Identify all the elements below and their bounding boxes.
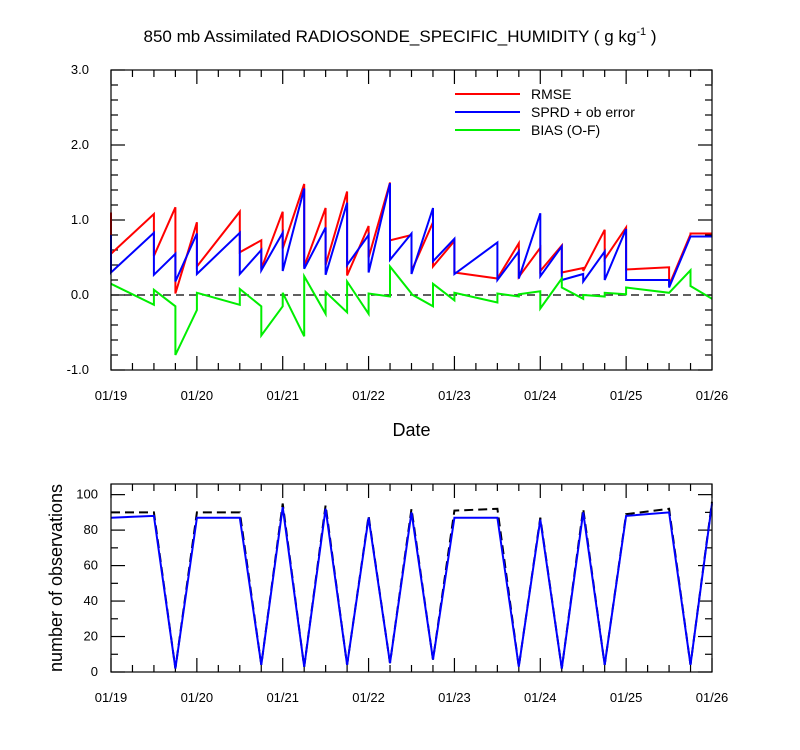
top-tick-labels: 01/19 01/20 01/21 01/22 01/23 01/24 01/25 01/26…	[67, 62, 729, 403]
x-tick-label: 01/25	[610, 690, 643, 705]
bottom-series-lines	[110, 501, 713, 669]
y-tick-label: 20	[84, 629, 98, 644]
x-tick-label: 01/26	[696, 690, 729, 705]
bottom-panel: 01/19 01/20 01/21 01/22 01/23 01/24 01/25 01/26…	[46, 483, 728, 705]
legend-label: SPRD + ob error	[531, 104, 635, 120]
series-line-assimilated-observations	[110, 503, 713, 669]
y-tick-label: 40	[84, 593, 98, 608]
y-tick-label: 1.0	[71, 212, 89, 227]
bottom-plot-frame	[110, 483, 713, 673]
chart-title: 850 mb Assimilated RADIOSONDE_SPECIFIC_H…	[144, 26, 657, 46]
x-tick-label: 01/23	[438, 690, 471, 705]
y-tick-label: 100	[76, 487, 98, 502]
x-tick-label: 01/24	[524, 690, 557, 705]
legend: RMSE SPRD + ob error BIAS (O-F)	[455, 86, 635, 138]
x-tick-label: 01/21	[266, 388, 299, 403]
x-tick-label: 01/25	[610, 388, 643, 403]
y-tick-label: 0	[91, 664, 98, 679]
top-series-lines	[110, 182, 713, 356]
x-tick-label: 01/20	[181, 690, 214, 705]
x-tick-label: 01/19	[95, 690, 128, 705]
series-line-sprd-ob-error	[110, 182, 712, 288]
x-tick-label: 01/22	[352, 690, 385, 705]
legend-label: BIAS (O-F)	[531, 122, 600, 138]
y-tick-label: 0.0	[71, 287, 89, 302]
y-axis-title: number of observations	[46, 484, 66, 672]
x-tick-label: 01/21	[266, 690, 299, 705]
top-panel: 01/19 01/20 01/21 01/22 01/23 01/24 01/25 01/26…	[67, 62, 729, 440]
legend-label: RMSE	[531, 86, 571, 102]
x-tick-label: 01/22	[352, 388, 385, 403]
x-tick-label: 01/20	[181, 388, 214, 403]
x-tick-label: 01/24	[524, 388, 557, 403]
y-tick-label: 2.0	[71, 137, 89, 152]
series-line-possible-observations	[111, 501, 713, 669]
bottom-panel-ticks	[110, 484, 713, 673]
x-axis-title: Date	[392, 420, 430, 440]
y-tick-label: 60	[84, 558, 98, 573]
x-tick-label: 01/23	[438, 388, 471, 403]
series-line-bias-o-f	[110, 263, 713, 356]
bottom-tick-labels: 01/19 01/20 01/21 01/22 01/23 01/24 01/25 01/26…	[76, 487, 728, 705]
top-plot-frame	[110, 69, 713, 371]
y-tick-label: 80	[84, 522, 98, 537]
x-tick-label: 01/19	[95, 388, 128, 403]
x-tick-label: 01/26	[696, 388, 729, 403]
y-tick-label: 3.0	[71, 62, 89, 77]
y-tick-label: -1.0	[67, 362, 89, 377]
series-line-rmse	[110, 182, 712, 294]
